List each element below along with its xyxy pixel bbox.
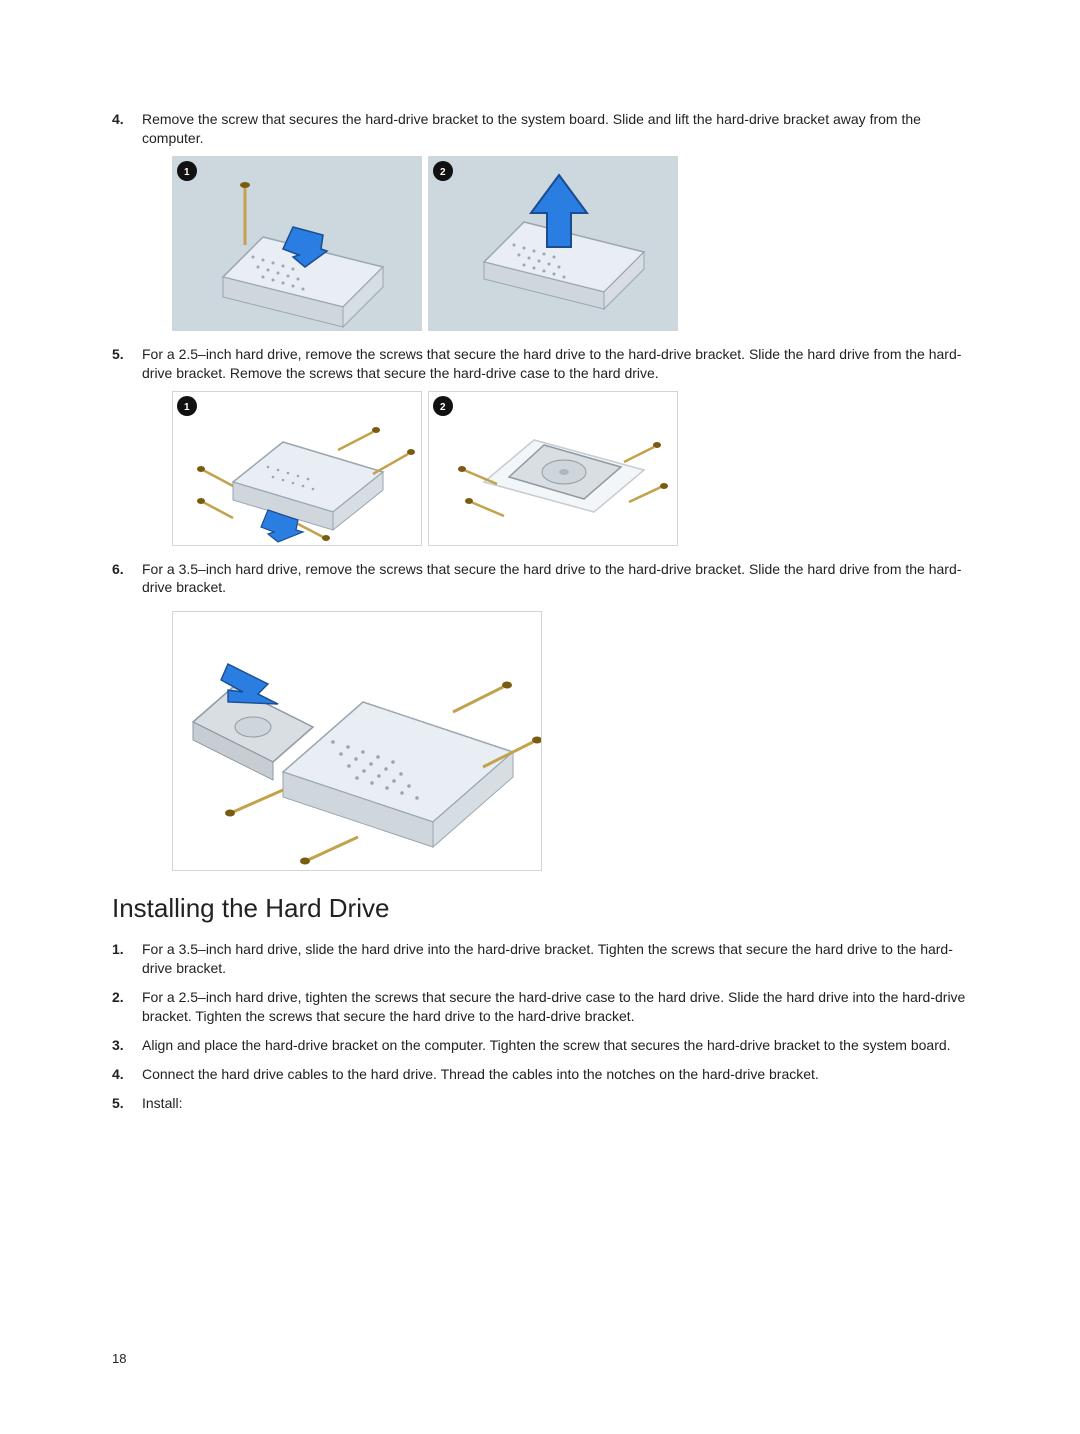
install-step-2: For a 2.5–inch hard drive, tighten the s…	[112, 988, 968, 1026]
step-text: Install:	[142, 1095, 182, 1111]
svg-text:2: 2	[440, 402, 446, 413]
page-number: 18	[112, 1351, 126, 1366]
step-text: For a 2.5–inch hard drive, remove the sc…	[142, 346, 961, 381]
diagram-svg: 1	[173, 157, 422, 331]
document-page: Remove the screw that secures the hard-d…	[0, 0, 1080, 1434]
figure-panel-1: 1	[172, 391, 422, 546]
install-step-1: For a 3.5–inch hard drive, slide the har…	[112, 940, 968, 978]
diagram-svg	[173, 612, 542, 871]
install-step-3: Align and place the hard-drive bracket o…	[112, 1036, 968, 1055]
figure-step6	[172, 611, 968, 871]
figure-panel-single	[172, 611, 542, 871]
figure-panel-1: 1	[172, 156, 422, 331]
svg-text:1: 1	[184, 167, 190, 178]
step-text: For a 2.5–inch hard drive, tighten the s…	[142, 989, 965, 1024]
step-6: For a 3.5–inch hard drive, remove the sc…	[112, 560, 968, 872]
diagram-svg: 1	[173, 392, 422, 546]
removal-steps-list: Remove the screw that secures the hard-d…	[112, 110, 968, 871]
figure-panel-2: 2	[428, 391, 678, 546]
step-text: For a 3.5–inch hard drive, remove the sc…	[142, 561, 961, 596]
figure-step4: 1	[172, 156, 968, 331]
figure-step5: 1	[172, 391, 968, 546]
diagram-svg: 2	[429, 157, 678, 331]
section-heading: Installing the Hard Drive	[112, 893, 968, 924]
install-steps-list: For a 3.5–inch hard drive, slide the har…	[112, 940, 968, 1112]
install-step-4: Connect the hard drive cables to the har…	[112, 1065, 968, 1084]
step-5: For a 2.5–inch hard drive, remove the sc…	[112, 345, 968, 546]
step-text: For a 3.5–inch hard drive, slide the har…	[142, 941, 953, 976]
step-text: Align and place the hard-drive bracket o…	[142, 1037, 951, 1053]
step-4: Remove the screw that secures the hard-d…	[112, 110, 968, 331]
step-text: Connect the hard drive cables to the har…	[142, 1066, 819, 1082]
install-step-5: Install:	[112, 1094, 968, 1113]
diagram-svg: 2	[429, 392, 678, 546]
figure-panel-2: 2	[428, 156, 678, 331]
svg-text:2: 2	[440, 167, 446, 178]
svg-text:1: 1	[184, 402, 190, 413]
step-text: Remove the screw that secures the hard-d…	[142, 111, 921, 146]
